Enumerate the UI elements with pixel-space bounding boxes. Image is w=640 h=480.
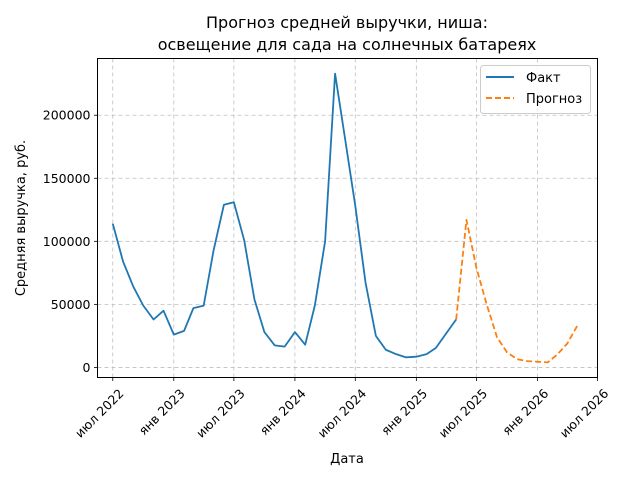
y-tick-label: 200000 (43, 108, 91, 123)
grid (97, 58, 598, 378)
legend-label-fact: Факт (526, 71, 561, 86)
series-lines (111, 72, 579, 364)
y-axis: 0 50000 100000 150000 200000 (43, 108, 98, 375)
plot-area-frame (97, 58, 598, 378)
y-tick-label: 50000 (51, 297, 91, 312)
y-tick-label: 100000 (43, 234, 91, 249)
series-line-fact (111, 72, 457, 359)
legend: Факт Прогноз (480, 65, 591, 114)
series-line-forecast (455, 218, 579, 364)
y-tick-label: 150000 (43, 171, 91, 186)
y-tick-label: 0 (83, 360, 91, 375)
legend-label-forecast: Прогноз (526, 92, 582, 107)
y-axis-label: Средняя выручка, руб. (14, 140, 29, 296)
chart-title-line-2: освещение для сада на солнечных батареях (158, 35, 537, 54)
x-axis-label: Дата (330, 452, 364, 467)
chart-title-line-1: Прогноз средней выручки, ниша: (206, 13, 488, 32)
